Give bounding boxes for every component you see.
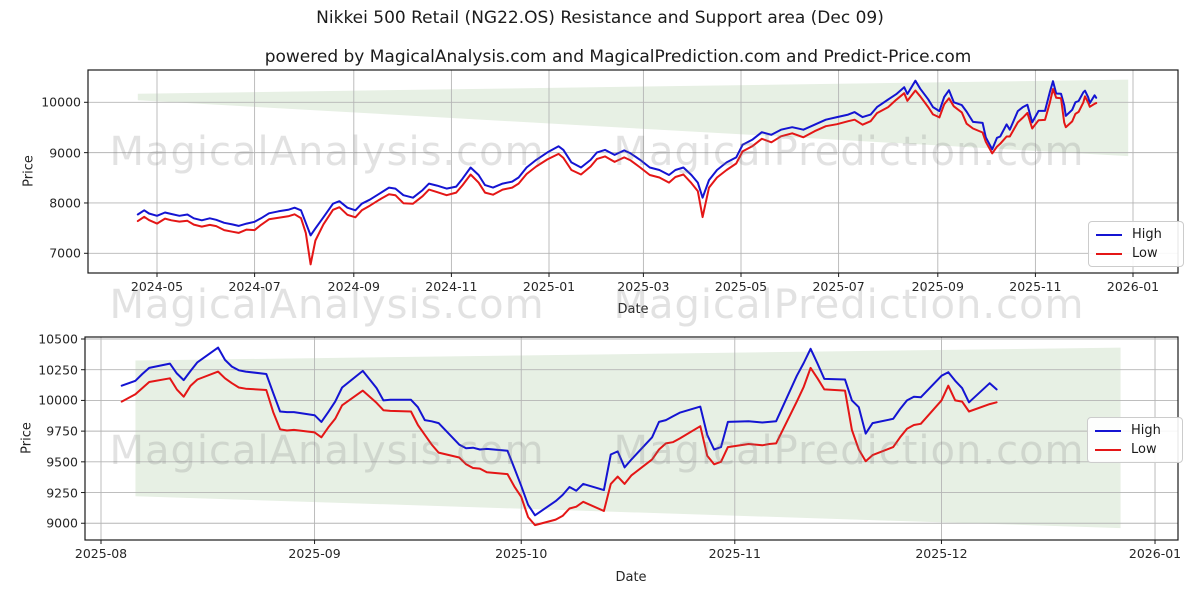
x-tick-label: 2025-07 (812, 279, 865, 294)
x-tick-label: 2025-10 (495, 546, 548, 561)
high-line (120, 346, 998, 517)
high-line-swatch (1096, 233, 1122, 236)
x-axis-label: Date (615, 570, 647, 585)
x-tick-label: 2024-09 (327, 279, 380, 294)
high-line (136, 79, 1098, 237)
y-tick-label: 10000 (38, 392, 78, 408)
legend-item-low: Low (1095, 440, 1173, 459)
y-axis-label: Price (19, 422, 35, 454)
x-tick-label: 2026-01 (1128, 546, 1182, 561)
y-tick-label: 8000 (49, 195, 81, 211)
y-tick-label: 9500 (46, 454, 78, 470)
low-line-swatch (1096, 252, 1122, 255)
x-axis-label: Date (617, 302, 649, 317)
legend-bottom-chart: High Low (1087, 417, 1183, 463)
x-tick-label: 2025-05 (714, 279, 768, 294)
y-tick-label: 9000 (49, 145, 81, 161)
support-resistance-band (135, 347, 1121, 529)
legend-item-low: Low (1096, 244, 1174, 263)
legend-item-high: High (1096, 225, 1174, 244)
x-tick-label: 2024-11 (425, 279, 478, 294)
x-tick-label: 2025-11 (708, 546, 761, 561)
y-tick-label: 10000 (41, 94, 81, 110)
legend-item-high: High (1095, 421, 1173, 440)
x-tick-label: 2024-07 (228, 279, 281, 294)
page-subtitle: powered by MagicalAnalysis.com and Magic… (264, 47, 972, 67)
legend-label-high: High (1132, 227, 1162, 242)
y-tick-label: 10500 (38, 331, 78, 347)
x-tick-label: 2025-09 (288, 546, 341, 561)
high-line-swatch (1095, 429, 1121, 432)
legend-label-low: Low (1131, 442, 1157, 457)
x-tick-label: 2025-09 (911, 279, 964, 294)
y-tick-label: 7000 (49, 245, 81, 261)
x-tick-label: 2025-01 (522, 279, 576, 294)
page-title: Nikkei 500 Retail (NG22.OS) Resistance a… (316, 8, 884, 28)
legend-label-low: Low (1132, 246, 1158, 261)
x-tick-label: 2025-12 (915, 546, 968, 561)
y-tick-label: 10250 (38, 362, 78, 378)
x-tick-label: 2025-03 (617, 279, 670, 294)
plot-frame (87, 69, 1179, 274)
legend-label-high: High (1131, 423, 1161, 438)
x-tick-label: 2026-01 (1106, 279, 1160, 294)
low-line (136, 88, 1098, 266)
low-line (120, 366, 998, 527)
y-tick-label: 9250 (46, 485, 78, 501)
x-tick-label: 2024-05 (130, 279, 184, 294)
x-tick-label: 2025-11 (1009, 279, 1062, 294)
y-axis-label: Price (21, 155, 37, 187)
y-tick-label: 9000 (46, 515, 78, 531)
x-tick-label: 2025-08 (74, 546, 128, 561)
y-tick-label: 9750 (46, 423, 78, 439)
low-line-swatch (1095, 448, 1121, 451)
legend-top-chart: High Low (1088, 221, 1184, 267)
support-resistance-band (137, 79, 1129, 157)
